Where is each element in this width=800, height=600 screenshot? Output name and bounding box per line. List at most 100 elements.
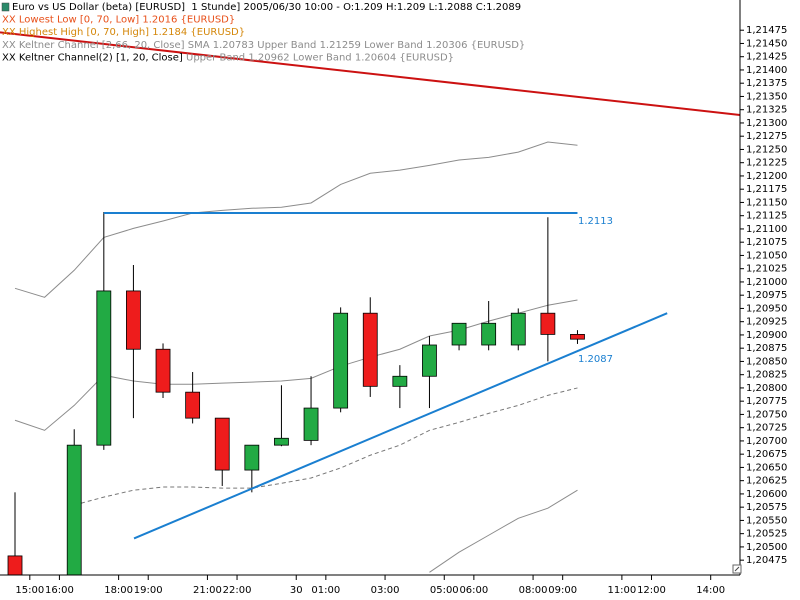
x-tick-label: 16:00	[45, 585, 74, 596]
y-tick-label: 1,20550	[746, 515, 787, 526]
plot-area	[0, 31, 740, 575]
y-tick-label: 1,20900	[746, 330, 787, 341]
y-tick-label: 1,21250	[746, 144, 787, 155]
candle-body	[362, 312, 378, 387]
trendline-label: 1.2087	[578, 354, 613, 365]
candle-body	[185, 391, 201, 419]
x-tick-label: 09:00	[548, 585, 577, 596]
y-tick-label: 1,20825	[746, 370, 787, 381]
legend-entry: Euro vs US Dollar (beta) [EURUSD] 1 Stun…	[12, 2, 521, 13]
indicator-line	[74, 387, 578, 506]
candle-body	[422, 344, 437, 377]
indicator-line	[429, 489, 578, 573]
y-tick-label: 1,21325	[746, 105, 787, 116]
y-tick-label: 1,21125	[746, 211, 787, 222]
y-tick-label: 1,21075	[746, 237, 787, 248]
indicator-line	[14, 141, 578, 298]
candle-body	[481, 322, 497, 346]
candle-body	[392, 375, 408, 387]
y-tick-label: 1,20700	[746, 436, 787, 447]
legend-icon	[1, 2, 10, 12]
x-tick-label: 19:00	[134, 585, 163, 596]
y-tick-label: 1,21225	[746, 158, 787, 169]
x-tick-label: 18:00	[104, 585, 133, 596]
y-tick-label: 1,20975	[746, 290, 787, 301]
y-tick-label: 1,21375	[746, 78, 787, 89]
x-tick-label: 14:00	[696, 585, 725, 596]
y-tick-label: 1,20725	[746, 423, 787, 434]
candle-body	[155, 348, 171, 393]
x-tick-label: 22:00	[223, 585, 252, 596]
candle-body	[66, 444, 82, 575]
x-tick-label: 01:00	[311, 585, 340, 596]
legend-text: XX Keltner Channel(2) [1, 20, Close]	[2, 52, 183, 63]
legend-text: Euro vs US Dollar (beta) [EURUSD] 1 Stun…	[12, 2, 521, 13]
x-tick-label: 12:00	[637, 585, 666, 596]
y-tick-label: 1,20925	[746, 317, 787, 328]
candle-body	[274, 437, 289, 446]
trendline	[133, 312, 668, 540]
candle-body	[540, 312, 556, 335]
y-tick-label: 1,21275	[746, 131, 787, 142]
candle-body	[126, 290, 141, 350]
y-tick-label: 1,20675	[746, 449, 787, 460]
y-tick-label: 1,21150	[746, 197, 787, 208]
candle-body	[570, 334, 585, 340]
y-tick-label: 1,20525	[746, 529, 787, 540]
y-tick-label: 1,21000	[746, 277, 787, 288]
legend-entry: XX Highest High [0, 70, High] 1.2184 {EU…	[2, 27, 245, 38]
y-tick-label: 1,21425	[746, 52, 787, 63]
y-tick-label: 1,21450	[746, 38, 787, 49]
x-tick-label: 15:00	[15, 585, 44, 596]
x-tick-label: 11:00	[607, 585, 636, 596]
y-tick-label: 1,21175	[746, 184, 787, 195]
candle-body	[303, 407, 319, 441]
trendline-label: 1.2113	[578, 216, 613, 227]
y-tick-label: 1,20800	[746, 383, 787, 394]
x-tick-label: 06:00	[459, 585, 488, 596]
y-tick-label: 1,21350	[746, 91, 787, 102]
y-tick-label: 1,20500	[746, 542, 787, 553]
y-tick-label: 1,20625	[746, 476, 787, 487]
legend-entry: XX Keltner Channel(2) [1, 20, Close] Upp…	[2, 52, 454, 63]
legend-text: XX Highest High [0, 70, High] 1.2184 {EU…	[2, 27, 245, 38]
x-tick-label: 21:00	[193, 585, 222, 596]
y-tick-label: 1,20850	[746, 356, 787, 367]
y-tick-label: 1,20475	[746, 555, 787, 566]
y-tick-label: 1,21050	[746, 250, 787, 261]
x-tick-label: 05:00	[430, 585, 459, 596]
y-tick-label: 1,21100	[746, 224, 787, 235]
y-tick-label: 1,20775	[746, 396, 787, 407]
trendline	[0, 31, 740, 116]
legend-text: Upper Band 1.20962 Lower Band 1.20604 {E…	[183, 52, 454, 63]
y-tick-label: 1,21025	[746, 264, 787, 275]
y-tick-label: 1,20600	[746, 489, 787, 500]
legend-text: XX Keltner Channel [2,66, 20, Close] SMA…	[2, 40, 525, 51]
y-tick-label: 1,21300	[746, 118, 787, 129]
y-tick-label: 1,20750	[746, 409, 787, 420]
candle-body	[510, 312, 526, 346]
y-tick-label: 1,21400	[746, 65, 787, 76]
icon-glyph	[734, 566, 740, 572]
candle-body	[214, 417, 230, 471]
candle-body	[7, 555, 23, 575]
y-tick-label: 1,20875	[746, 343, 787, 354]
candle-body	[244, 444, 260, 471]
legend-entry: XX Keltner Channel [2,66, 20, Close] SMA…	[2, 40, 525, 51]
scroll-icon	[732, 564, 742, 574]
y-tick-label: 1,20650	[746, 462, 787, 473]
x-tick-label: 03:00	[371, 585, 400, 596]
candle-body	[333, 312, 349, 409]
legend-text: XX Lowest Low [0, 70, Low] 1.2016 {EURUS…	[2, 15, 235, 26]
y-tick-label: 1,21475	[746, 25, 787, 36]
candle-body	[451, 322, 467, 346]
candle-body	[96, 290, 112, 446]
x-tick-label: 30	[290, 585, 303, 596]
y-tick-label: 1,21200	[746, 171, 787, 182]
legend-entry: XX Lowest Low [0, 70, Low] 1.2016 {EURUS…	[2, 15, 235, 26]
y-tick-label: 1,20575	[746, 502, 787, 513]
legend: Euro vs US Dollar (beta) [EURUSD] 1 Stun…	[1, 2, 525, 63]
